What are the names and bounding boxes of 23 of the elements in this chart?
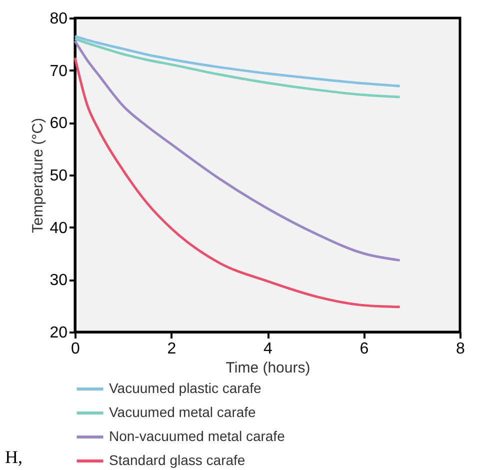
line-series	[74, 35, 402, 88]
legend-label: Vacuumed metal carafe	[109, 404, 256, 420]
x-tick-label: 4	[264, 340, 273, 358]
line-series	[74, 56, 402, 308]
y-tick-label: 50	[50, 168, 68, 184]
x-axis-title: Time (hours)	[226, 360, 310, 376]
y-tick-label: 70	[50, 62, 68, 80]
legend-label: Standard glass carafe	[109, 452, 246, 468]
x-tick-label: 8	[456, 340, 466, 358]
y-tick-label: 80	[50, 10, 68, 28]
y-tick-label: 40	[50, 220, 68, 237]
line-series	[74, 40, 402, 262]
line-series	[74, 38, 402, 98]
y-tick-label: 30	[50, 272, 68, 290]
text: H,	[5, 447, 22, 467]
x-tick-label: 2	[167, 340, 176, 358]
x-tick-label: 0	[71, 340, 80, 358]
y-tick-label: 20	[50, 324, 68, 342]
x-tick-label: 6	[360, 340, 369, 358]
y-axis-title: Temperature (°C)	[30, 118, 47, 234]
legend-label: Non-vacuumed metal carafe	[109, 428, 286, 444]
legend-label: Vacuumed plastic carafe	[109, 380, 262, 396]
y-tick-label: 60	[50, 115, 68, 132]
